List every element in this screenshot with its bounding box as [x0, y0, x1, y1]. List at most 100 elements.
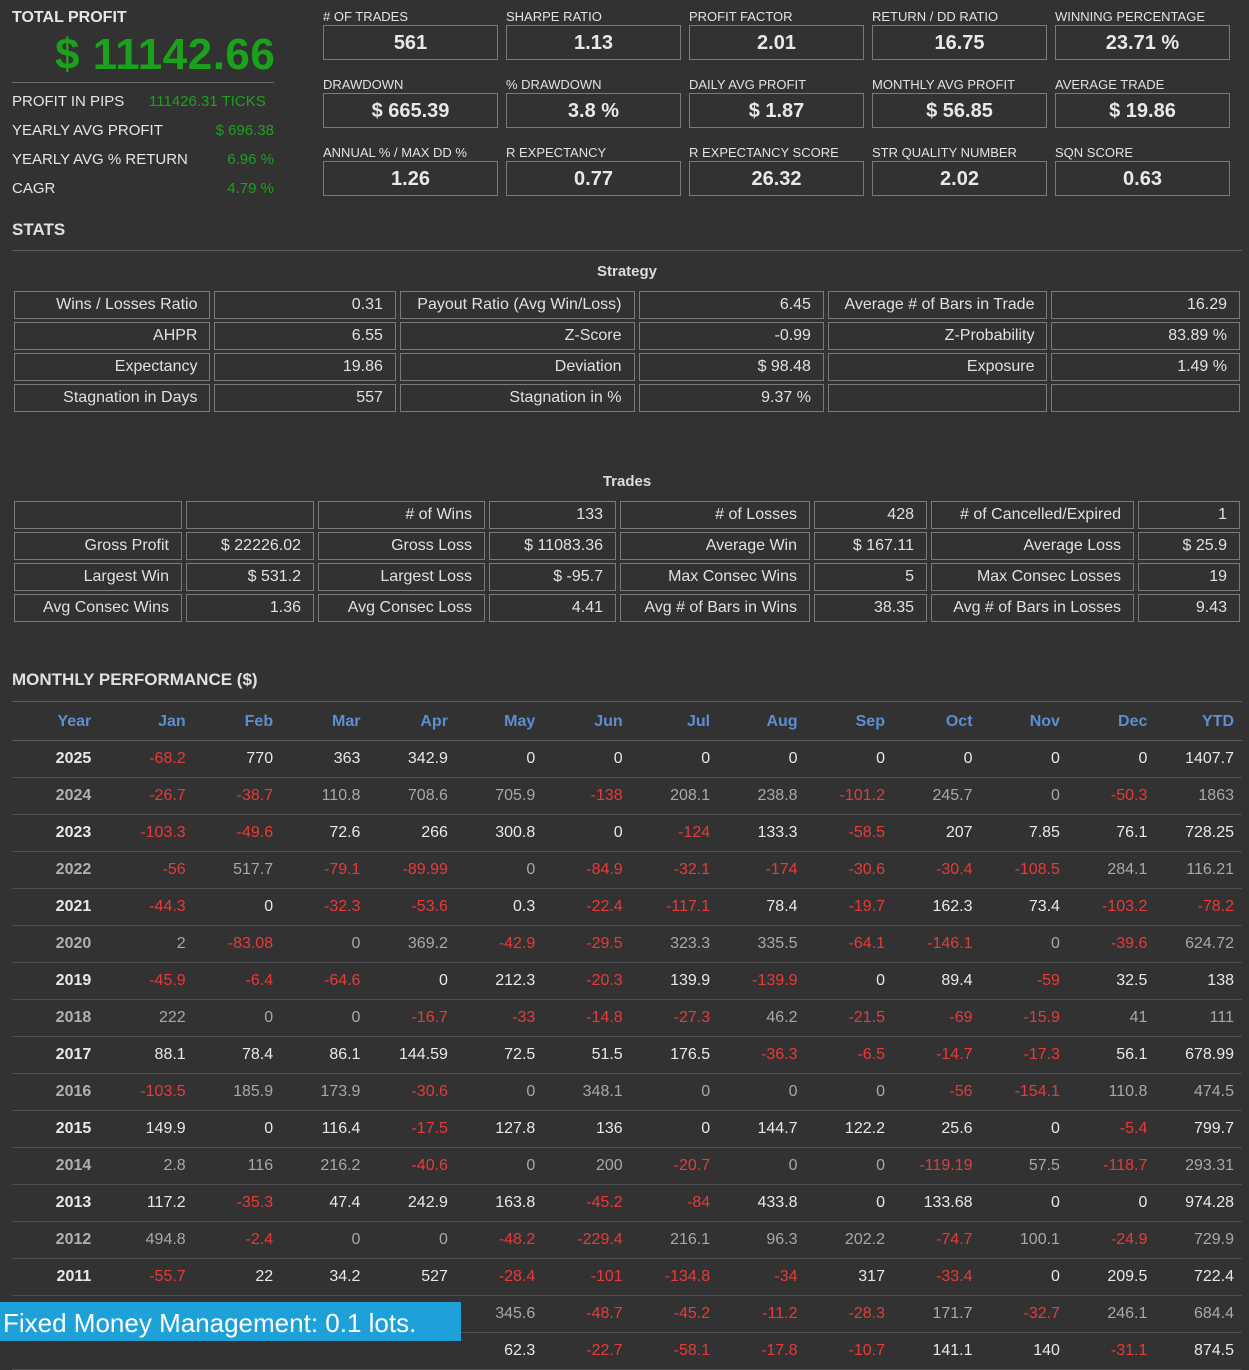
month-value-cell: -117.1 [630, 888, 719, 926]
month-value-cell: -32.1 [630, 851, 719, 889]
month-value-cell: -5.4 [1067, 1110, 1156, 1148]
stat-value: 1 [1138, 501, 1240, 529]
stat-label: Avg # of Bars in Losses [931, 594, 1134, 622]
month-value-cell: 0 [805, 1147, 893, 1185]
column-header-mar[interactable]: Mar [281, 703, 369, 741]
column-header-aug[interactable]: Aug [718, 703, 806, 741]
column-header-year[interactable]: Year [12, 703, 107, 741]
month-value-cell: -139.9 [718, 962, 806, 1000]
column-header-nov[interactable]: Nov [980, 703, 1068, 741]
month-value-cell: -101 [543, 1258, 631, 1296]
month-value-cell: 222 [106, 999, 194, 1037]
total-profit-label: TOTAL PROFIT [12, 9, 127, 26]
month-value-cell: 974.28 [1155, 1184, 1242, 1222]
month-value-cell: 207 [892, 814, 981, 852]
table-row: 2013 117.2 -35.3 47.4 242.9 163.8 -45.2 -84 433.… [12, 1184, 1242, 1222]
metric-value: $ 665.39 [323, 93, 498, 128]
metric-label: PROFIT FACTOR [689, 9, 793, 24]
month-value-cell: -48.2 [455, 1221, 544, 1259]
stat-value: 1.49 % [1051, 353, 1240, 381]
stat-label: Exposure [827, 353, 1048, 381]
column-header-feb[interactable]: Feb [193, 703, 282, 741]
column-header-may[interactable]: May [455, 703, 544, 741]
divider [12, 82, 274, 83]
month-value-cell: 127.8 [455, 1110, 544, 1148]
metric-profit-factor: PROFIT FACTOR 2.01 [689, 9, 864, 60]
month-value-cell: -24.9 [1067, 1221, 1156, 1259]
month-value-cell: 0 [630, 1073, 719, 1111]
month-value-cell: 708.6 [368, 777, 456, 815]
metric-r-expectancy-score: R EXPECTANCY SCORE 26.32 [689, 145, 864, 196]
stat-label: Largest Loss [318, 563, 485, 591]
month-value-cell: 0 [543, 814, 631, 852]
column-header-ytd[interactable]: YTD [1155, 703, 1242, 741]
metric-label: # OF TRADES [323, 9, 409, 24]
month-value-cell: 216.1 [630, 1221, 719, 1259]
month-value-cell: 116.4 [281, 1110, 369, 1148]
month-value-cell: 34.2 [281, 1258, 369, 1296]
month-value-cell: 527 [368, 1258, 456, 1296]
column-header-jan[interactable]: Jan [106, 703, 194, 741]
metric-value: 2.02 [872, 161, 1047, 196]
table-row: Wins / Losses Ratio 0.31 Payout Ratio (A… [14, 291, 1240, 319]
metric-winning-percentage: WINNING PERCENTAGE 23.71 % [1055, 9, 1230, 60]
column-header-dec[interactable]: Dec [1067, 703, 1156, 741]
month-value-cell: 0 [718, 1073, 806, 1111]
metric-trades: # OF TRADES 561 [323, 9, 498, 60]
month-value-cell: -49.6 [193, 814, 282, 852]
metric-value: 16.75 [872, 25, 1047, 60]
year-cell: 2025 [12, 740, 107, 778]
stat-value: $ -95.7 [489, 563, 616, 591]
metric-monthly-avg-profit: MONTHLY AVG PROFIT $ 56.85 [872, 77, 1047, 128]
month-value-cell: 41 [1067, 999, 1156, 1037]
month-value-cell: -40.6 [368, 1147, 456, 1185]
column-header-sep[interactable]: Sep [805, 703, 893, 741]
column-header-oct[interactable]: Oct [892, 703, 981, 741]
month-value-cell: -45.2 [630, 1295, 719, 1333]
strategy-title: Strategy [596, 263, 658, 280]
year-cell: 2021 [12, 888, 107, 926]
month-value-cell: 176.5 [630, 1036, 719, 1074]
month-value-cell: -55.7 [106, 1258, 194, 1296]
month-value-cell: 369.2 [368, 925, 456, 963]
month-value-cell: -174 [718, 851, 806, 889]
month-value-cell: -101.2 [805, 777, 893, 815]
month-value-cell: 722.4 [1155, 1258, 1242, 1296]
month-value-cell: 363 [281, 740, 369, 778]
summary-row-yearly-avg-return: YEARLY AVG % RETURN 6.96 % [12, 151, 274, 173]
month-value-cell: -38.7 [193, 777, 282, 815]
table-row: Avg Consec Wins 1.36 Avg Consec Loss 4.4… [14, 594, 1240, 622]
month-value-cell: -17.5 [368, 1110, 456, 1148]
month-value-cell: 139.9 [630, 962, 719, 1000]
month-value-cell: 208.1 [630, 777, 719, 815]
column-header-jul[interactable]: Jul [630, 703, 719, 741]
month-value-cell: 47.4 [281, 1184, 369, 1222]
metric-value: $ 1.87 [689, 93, 864, 128]
stat-value: 6.45 [638, 291, 824, 319]
metric-value: 3.8 % [506, 93, 681, 128]
month-value-cell: -103.2 [1067, 888, 1156, 926]
stat-label: Z-Score [399, 322, 635, 350]
month-value-cell: 116 [193, 1147, 282, 1185]
month-value-cell: -31.1 [1067, 1332, 1156, 1370]
month-value-cell: -11.2 [718, 1295, 806, 1333]
month-value-cell: -42.9 [455, 925, 544, 963]
table-header-row: Year Jan Feb Mar Apr May Jun Jul Aug Sep Oct Nov Dec… [12, 703, 1242, 741]
table-row: 2018 222 0 0 -16.7 -33 -14.8 -27.3 46.2 -21.5 -69-… [12, 999, 1242, 1037]
month-value-cell: -53.6 [368, 888, 456, 926]
month-value-cell: 348.1 [543, 1073, 631, 1111]
month-value-cell: 266 [368, 814, 456, 852]
month-value-cell: -229.4 [543, 1221, 631, 1259]
column-header-jun[interactable]: Jun [543, 703, 631, 741]
month-value-cell: -30.6 [368, 1073, 456, 1111]
metric-value: 26.32 [689, 161, 864, 196]
metric-r-expectancy: R EXPECTANCY 0.77 [506, 145, 681, 196]
month-value-cell: -26.7 [106, 777, 194, 815]
month-value-cell: 770 [193, 740, 282, 778]
month-value-cell: 141.1 [892, 1332, 981, 1370]
month-value-cell: -45.2 [543, 1184, 631, 1222]
month-value-cell: -17.8 [718, 1332, 806, 1370]
month-value-cell: 136 [543, 1110, 631, 1148]
stat-value: $ 98.48 [638, 353, 824, 381]
column-header-apr[interactable]: Apr [368, 703, 456, 741]
